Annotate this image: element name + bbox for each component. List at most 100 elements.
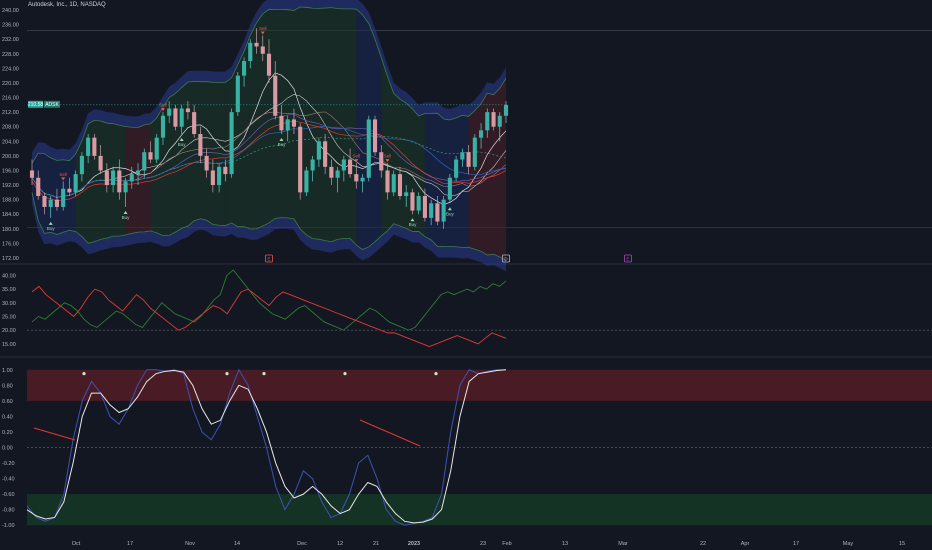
candle-body [54,199,60,207]
sell-signal-marker [354,159,359,163]
candle-body [129,174,134,182]
x-axis-date-label: Feb [502,541,511,547]
x-axis-date-label: Apr [741,541,750,547]
candle-body [117,170,122,193]
x-axis-date-label: 13 [562,541,568,547]
dmi-tick-label: 20.00 [2,328,16,334]
stoch-tick-label: 1.00 [2,368,13,374]
x-axis-date-label: 12 [337,541,343,547]
price-tick-label: 216.00 [2,96,19,102]
stoch-tick-label: -0.60 [2,492,15,498]
candle-body [61,188,66,207]
candle-body [192,112,197,134]
candle-body [397,174,403,196]
candle-body [323,141,328,167]
buy-signal-label: Buy [446,211,455,216]
dmi-tick-label: 40.00 [2,273,16,279]
x-axis-date-label: 22 [700,541,706,547]
dmi-tick-label: 25.00 [2,314,16,320]
candle-body [304,170,309,193]
candle-body [67,188,72,193]
candle-body [273,75,278,116]
x-axis-date-label: 2023 [408,541,420,547]
candle-body [385,170,390,193]
candle-body [42,196,47,207]
price-badge [28,100,43,108]
candle-body [360,177,365,182]
candle-body [154,137,159,160]
buy-signal-label: Buy [409,222,418,227]
ma30-line [31,126,507,198]
price-tick-label: 236.00 [2,23,19,29]
candle-body [167,108,172,116]
chart-title: Autodesk, Inc., 1D, NASDAQ [28,2,106,8]
x-axis-date-label: 14 [234,541,240,547]
dividend-marker-label: D [504,257,508,262]
x-axis-date-label: Oct [72,541,81,547]
candle-body [348,159,353,175]
candle-body [229,112,234,175]
sell-signal-marker [160,108,165,112]
candle-body [104,170,109,186]
price-tick-label: 196.00 [2,168,19,174]
x-axis-date-label: May [843,541,854,547]
candle-body [410,192,415,211]
candle-body [241,61,247,76]
sell-signal-label: Sell [259,26,267,31]
price-tick-label: 200.00 [2,154,19,160]
stoch-signal-dot [343,372,347,376]
candle-body [254,42,259,47]
candle-body [310,159,315,171]
price-tick-label: 204.00 [2,139,19,145]
sell-signal-label: Sell [59,172,67,177]
buy-signal-label: Buy [47,226,56,231]
price-tick-label: 184.00 [2,212,19,218]
candle-body [379,152,384,171]
candle-body [503,104,509,116]
candle-body [185,108,190,113]
candle-body [235,75,240,113]
candle-body [329,166,334,178]
stoch-tick-label: 0.00 [2,446,13,452]
candle-body [291,119,297,127]
price-tick-label: 172.00 [2,256,19,262]
oversold-zone [27,494,932,526]
candle-body [435,203,440,222]
candle-body [285,119,290,131]
candle-body [260,46,265,54]
candle-body [173,108,178,127]
candle-body [298,126,303,193]
ticker-badge [44,100,60,108]
x-axis-date-label: Dec [297,541,307,547]
candle-body [354,174,359,182]
lower-envelope [32,192,506,272]
earnings-marker-label: E [267,257,270,262]
candle-body [135,170,141,175]
earnings-marker-upcoming [624,254,632,263]
di-minus-line [31,285,507,348]
buy-signal-marker [179,138,184,141]
buy-signal-marker [410,218,415,222]
price-tick-label: 188.00 [2,198,19,204]
stoch-tick-label: -1.00 [2,523,15,529]
candle-body [73,174,78,193]
candle-body [179,108,184,127]
x-axis-date-label: Mar [618,541,628,547]
candle-body [223,166,228,175]
candle-body [266,53,272,76]
stoch-signal-dot [82,372,86,376]
upper-envelope [32,0,506,164]
sell-signal-label: Sell [353,154,361,159]
candle-body [36,177,41,196]
candle-body [441,199,446,222]
stoch-k-line [26,368,506,526]
candle-body [422,196,427,218]
candle-body [341,159,346,171]
x-axis-date-label: 17 [793,541,799,547]
candle-body [372,119,378,153]
price-tick-label: 192.00 [2,183,19,189]
stoch-signal-dot [434,372,438,376]
stoch-tick-label: -0.80 [2,508,15,514]
